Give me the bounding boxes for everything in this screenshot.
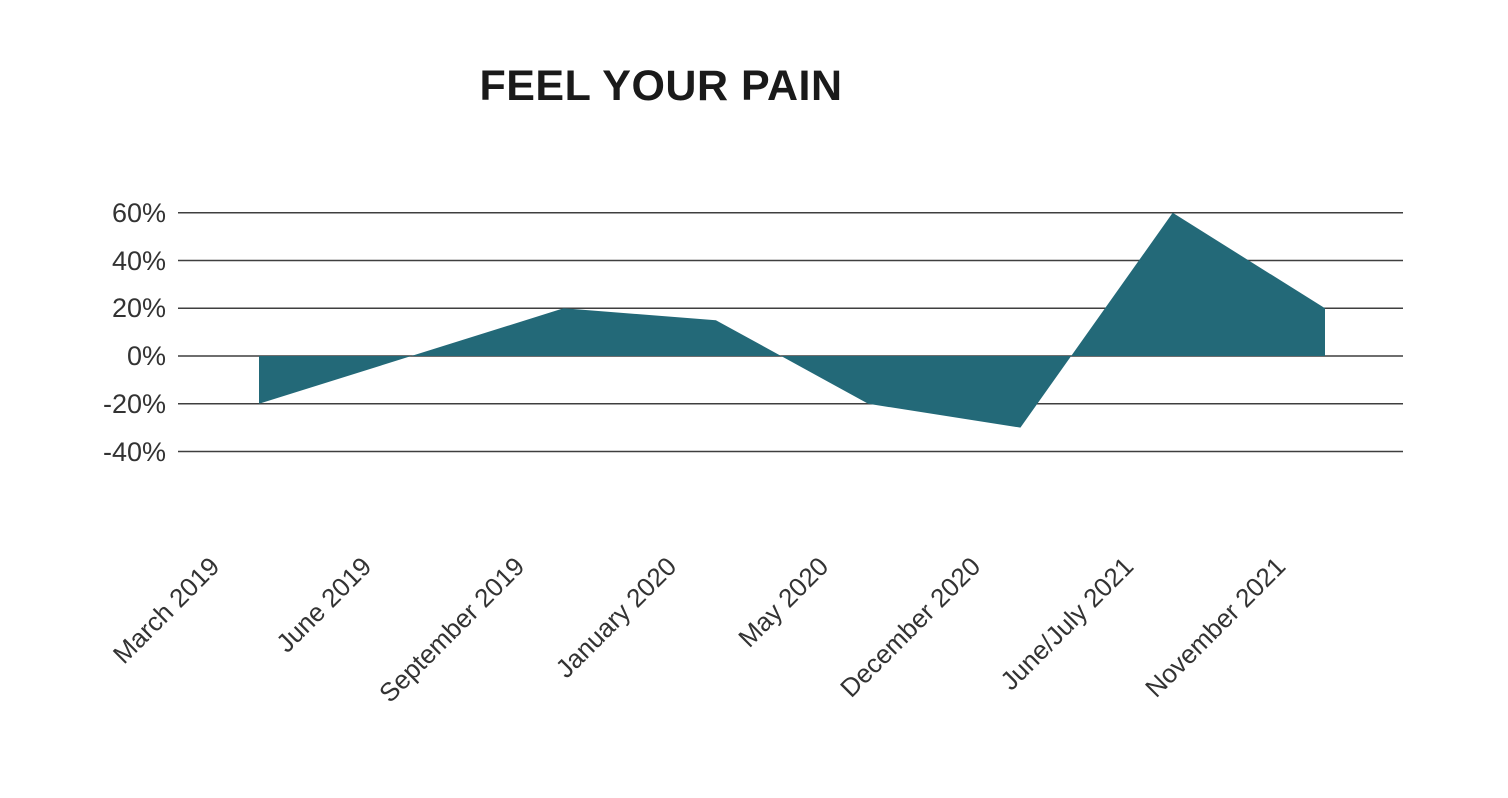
y-axis-tick-label: -40% [102, 436, 166, 467]
y-axis-tick-label: -20% [102, 388, 166, 419]
chart-title: FEEL YOUR PAIN [479, 62, 843, 110]
y-axis-tick-label: 20% [111, 293, 166, 324]
y-axis-tick-label: 0% [126, 341, 166, 371]
y-axis-tick-label: 40% [111, 245, 166, 276]
area-series [259, 212, 1325, 428]
y-axis-tick-label: 60% [111, 197, 166, 228]
